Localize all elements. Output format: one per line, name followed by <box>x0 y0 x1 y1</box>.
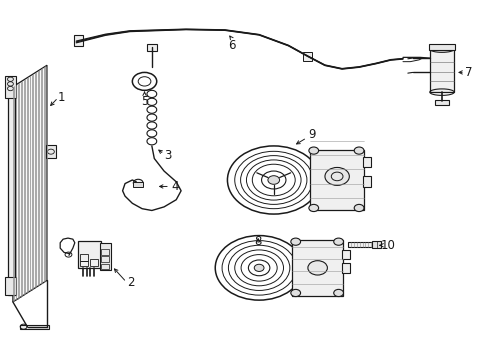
Circle shape <box>267 176 279 184</box>
Text: 5: 5 <box>141 95 148 108</box>
Circle shape <box>222 240 296 295</box>
Circle shape <box>254 264 264 271</box>
Text: 8: 8 <box>254 235 261 248</box>
Circle shape <box>333 289 343 297</box>
Circle shape <box>227 146 320 214</box>
Bar <box>45 145 56 158</box>
Bar <box>347 242 374 247</box>
Circle shape <box>325 167 348 185</box>
Bar <box>20 324 49 329</box>
Bar <box>100 243 111 270</box>
Circle shape <box>240 156 306 204</box>
Bar <box>292 240 343 296</box>
Bar <box>8 94 15 295</box>
Bar <box>133 182 143 187</box>
Text: 6: 6 <box>228 39 236 52</box>
Circle shape <box>308 147 318 154</box>
Bar <box>429 49 453 92</box>
Circle shape <box>308 204 318 212</box>
Bar <box>101 256 109 262</box>
Circle shape <box>234 151 312 209</box>
Text: 4: 4 <box>171 180 179 193</box>
Bar <box>101 249 109 255</box>
Bar <box>101 264 109 269</box>
Circle shape <box>252 164 295 196</box>
Bar <box>310 149 363 211</box>
Circle shape <box>234 250 283 286</box>
Bar <box>90 259 98 266</box>
Polygon shape <box>13 65 47 302</box>
Bar <box>78 241 101 268</box>
Circle shape <box>353 147 363 154</box>
Circle shape <box>241 255 277 281</box>
Circle shape <box>138 77 151 86</box>
Bar <box>362 176 370 187</box>
Bar <box>341 263 349 273</box>
Circle shape <box>215 235 303 300</box>
Bar <box>341 250 349 259</box>
Circle shape <box>133 179 143 186</box>
Circle shape <box>353 204 363 212</box>
Text: 2: 2 <box>127 276 135 289</box>
Circle shape <box>261 171 285 189</box>
Bar <box>5 277 16 295</box>
Circle shape <box>228 245 289 291</box>
Bar <box>5 76 16 98</box>
Bar <box>74 36 82 46</box>
Circle shape <box>307 261 327 275</box>
Circle shape <box>333 238 343 245</box>
Bar <box>80 261 88 266</box>
Circle shape <box>132 72 157 90</box>
Circle shape <box>248 260 269 276</box>
Bar <box>434 100 448 105</box>
Text: 1: 1 <box>58 91 65 104</box>
Circle shape <box>290 289 300 297</box>
Text: 10: 10 <box>380 239 395 252</box>
Circle shape <box>65 252 72 257</box>
Bar <box>303 52 311 61</box>
Bar <box>371 240 380 248</box>
Circle shape <box>246 160 301 200</box>
Bar <box>428 44 454 50</box>
Text: 9: 9 <box>307 127 315 141</box>
Text: 7: 7 <box>464 66 471 79</box>
Bar <box>147 44 157 51</box>
Text: 3: 3 <box>163 149 171 162</box>
Bar <box>362 157 370 167</box>
Bar <box>80 253 88 261</box>
Circle shape <box>290 238 300 245</box>
